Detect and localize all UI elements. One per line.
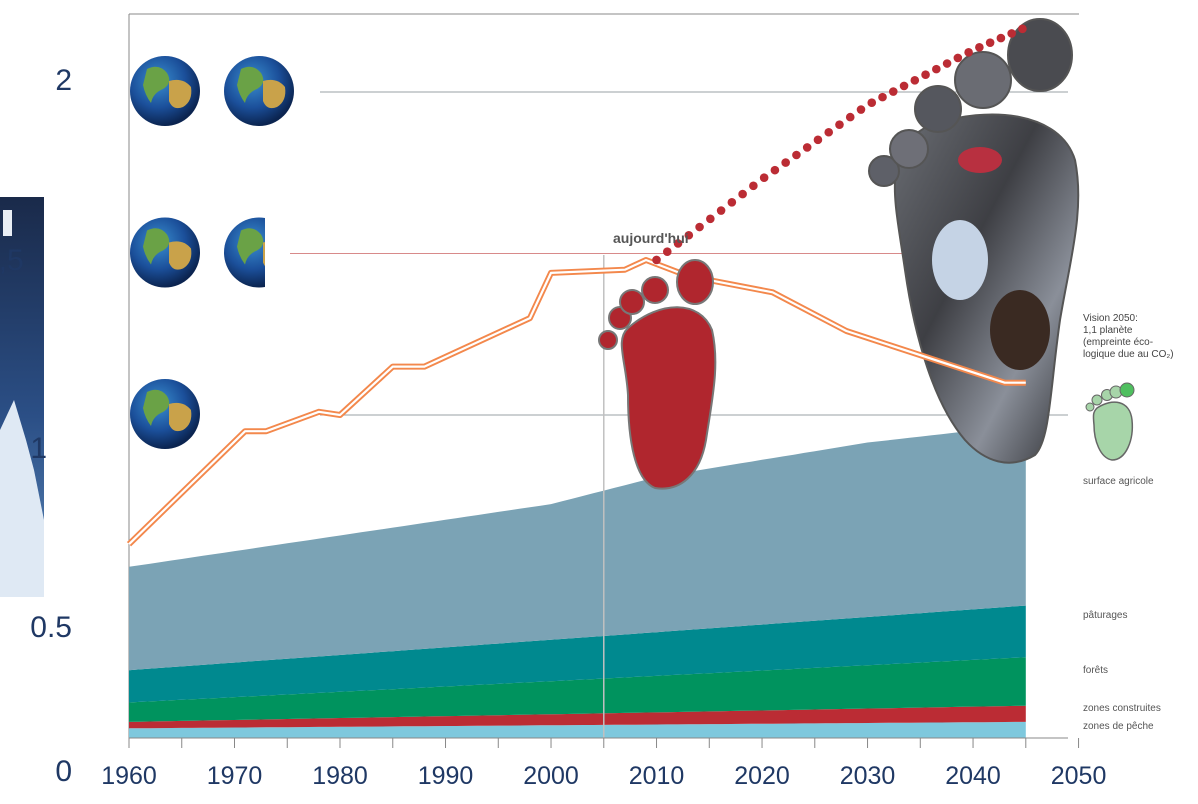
projection-dot bbox=[835, 120, 844, 129]
projection-dot bbox=[867, 98, 877, 108]
projection-dot bbox=[824, 127, 834, 137]
area-surface-agricole bbox=[129, 424, 1026, 671]
projection-dot bbox=[662, 247, 672, 257]
crowd-footprint-image bbox=[868, 18, 1080, 464]
projection-dots bbox=[652, 24, 1027, 265]
projection-dot bbox=[716, 206, 726, 215]
projection-dot bbox=[781, 158, 790, 167]
green-footprint-icon bbox=[1085, 382, 1135, 461]
category-labels: zones de pêche zones construites forêts pât… bbox=[1083, 476, 1161, 732]
vision-label-line-4: logique due au CO₂) bbox=[1083, 349, 1174, 360]
x-tick-label: 2030 bbox=[840, 762, 896, 790]
planet-icons bbox=[130, 56, 294, 449]
projection-dot bbox=[802, 143, 812, 152]
footprint-line-inner bbox=[128, 258, 1026, 545]
y-tick-label: 0.5 bbox=[30, 611, 72, 644]
projection-dot bbox=[706, 214, 715, 224]
x-tick-label: 2040 bbox=[945, 762, 1001, 790]
x-tick-label: 2020 bbox=[734, 762, 790, 790]
projection-dot bbox=[749, 181, 758, 191]
y-tick-label: 2 bbox=[55, 64, 72, 97]
projection-dot bbox=[975, 42, 984, 52]
earth-globe-icon bbox=[224, 56, 294, 126]
stacked-areas bbox=[129, 424, 1026, 738]
projection-dot bbox=[932, 64, 941, 74]
projection-dot bbox=[942, 59, 952, 68]
x-tick-label: 1980 bbox=[312, 762, 368, 790]
projection-dot bbox=[673, 239, 683, 248]
vision-label-line-2: 1,1 planète bbox=[1083, 325, 1133, 336]
projection-dot bbox=[953, 53, 963, 63]
projection-dot bbox=[813, 135, 823, 145]
projection-dot bbox=[770, 165, 780, 175]
projection-dot bbox=[684, 230, 694, 240]
x-tick-label: 1960 bbox=[101, 762, 157, 790]
y-tick-label: 1,5 bbox=[0, 244, 24, 277]
area-for-ts bbox=[129, 657, 1026, 722]
earth-globe-icon bbox=[224, 217, 265, 288]
projection-dot bbox=[964, 48, 973, 57]
projection-dot bbox=[888, 87, 898, 96]
vision-label-line-1: Vision 2050: bbox=[1083, 313, 1138, 324]
projection-dot bbox=[845, 112, 855, 122]
projection-dot bbox=[985, 38, 995, 47]
x-axis: 1960 1970 1980 1990 2000 2010 2020 2030 2040 2050 bbox=[101, 737, 1107, 790]
red-footprint bbox=[598, 259, 717, 490]
category-label: zones de pêche bbox=[1083, 721, 1154, 732]
vision-label-line-3: (empreinte éco- bbox=[1083, 337, 1153, 348]
projection-dot bbox=[1007, 29, 1016, 38]
projection-dot bbox=[652, 255, 661, 265]
area-zones-construites bbox=[129, 705, 1026, 729]
x-tick-label: 2010 bbox=[629, 762, 685, 790]
projection-dot bbox=[727, 198, 737, 207]
projection-dot bbox=[759, 173, 769, 183]
projection-dot bbox=[921, 70, 930, 80]
today-label: aujourd'hui bbox=[613, 230, 689, 246]
y-tick-label: 1 bbox=[30, 432, 47, 465]
category-label: forêts bbox=[1083, 665, 1108, 676]
earth-globe-icon bbox=[130, 56, 200, 126]
projection-dot bbox=[856, 105, 866, 114]
projection-dot bbox=[738, 189, 747, 199]
projection-dot bbox=[996, 33, 1006, 43]
projection-dot bbox=[1018, 24, 1027, 34]
area-p-turages bbox=[129, 605, 1026, 703]
earth-globe-icon bbox=[130, 379, 200, 449]
y-axis: 0 0.5 1 1,5 2 bbox=[0, 64, 72, 788]
projection-dot bbox=[899, 81, 909, 91]
footprint-line bbox=[126, 257, 1026, 547]
projection-dot bbox=[878, 92, 887, 102]
projection-dot bbox=[695, 222, 704, 232]
x-tick-label: 1970 bbox=[207, 762, 263, 790]
x-tick-label: 2000 bbox=[523, 762, 579, 790]
y-tick-label: 0 bbox=[55, 755, 72, 788]
projection-dot bbox=[910, 76, 920, 85]
category-label: zones construites bbox=[1083, 703, 1161, 714]
area-zones-de-p-che bbox=[129, 721, 1026, 738]
projection-dot bbox=[792, 150, 801, 160]
x-tick-label: 1990 bbox=[418, 762, 474, 790]
x-tick-label: 2050 bbox=[1051, 762, 1107, 790]
category-label: surface agricole bbox=[1083, 476, 1154, 487]
category-label: pâturages bbox=[1083, 610, 1127, 621]
iceberg-photo bbox=[0, 197, 44, 597]
earth-globe-icon bbox=[130, 217, 200, 288]
